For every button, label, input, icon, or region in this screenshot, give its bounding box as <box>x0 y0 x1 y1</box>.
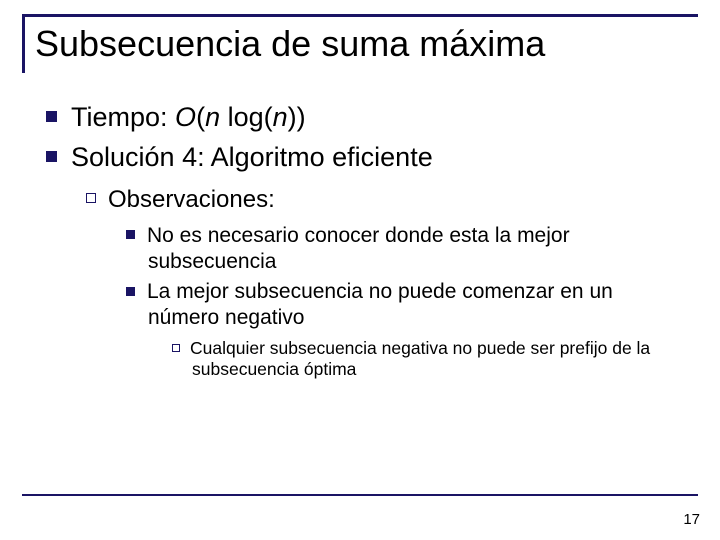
text-solucion: Solución 4: Algoritmo eficiente <box>71 142 433 172</box>
bullet-lvl1-tiempo: Tiempo: O(n log(n)) <box>46 101 688 135</box>
bullet-lvl1-solucion: Solución 4: Algoritmo eficiente <box>46 141 688 175</box>
text-tiempo-n2: n <box>273 102 288 132</box>
square-bullet-icon <box>126 230 135 239</box>
bottom-divider <box>22 494 698 496</box>
bullet-lvl3-b: La mejor subsecuencia no puede comenzar … <box>126 279 688 332</box>
title-corner-border: Subsecuencia de suma máxima <box>22 14 698 73</box>
slide: Subsecuencia de suma máxima Tiempo: O(n … <box>0 0 720 540</box>
page-number: 17 <box>683 511 700 528</box>
bullet-lvl3-a: No es necesario conocer donde esta la me… <box>126 223 688 276</box>
text-tiempo-p1: ( <box>196 102 205 132</box>
text-observaciones: Observaciones: <box>108 186 275 213</box>
square-bullet-icon <box>126 287 135 296</box>
text-l3b: La mejor subsecuencia no puede comenzar … <box>147 280 613 329</box>
text-tiempo-n1: n <box>205 102 220 132</box>
text-l4a: Cualquier subsecuencia negativa no puede… <box>190 338 650 380</box>
outline-square-bullet-icon <box>86 193 96 203</box>
text-tiempo-close: )) <box>288 102 306 132</box>
text-tiempo-pre: Tiempo: <box>71 102 175 132</box>
slide-body: Tiempo: O(n log(n)) Solución 4: Algoritm… <box>22 77 698 381</box>
text-l3a: No es necesario conocer donde esta la me… <box>147 224 570 273</box>
slide-title: Subsecuencia de suma máxima <box>35 23 698 65</box>
text-tiempo-log: log( <box>220 102 273 132</box>
bullet-lvl2-observaciones: Observaciones: <box>86 185 688 215</box>
bullet-lvl4-a: Cualquier subsecuencia negativa no puede… <box>172 338 688 382</box>
text-tiempo-O: O <box>175 102 196 132</box>
square-bullet-icon <box>46 151 57 162</box>
outline-square-bullet-icon <box>172 344 180 352</box>
square-bullet-icon <box>46 111 57 122</box>
